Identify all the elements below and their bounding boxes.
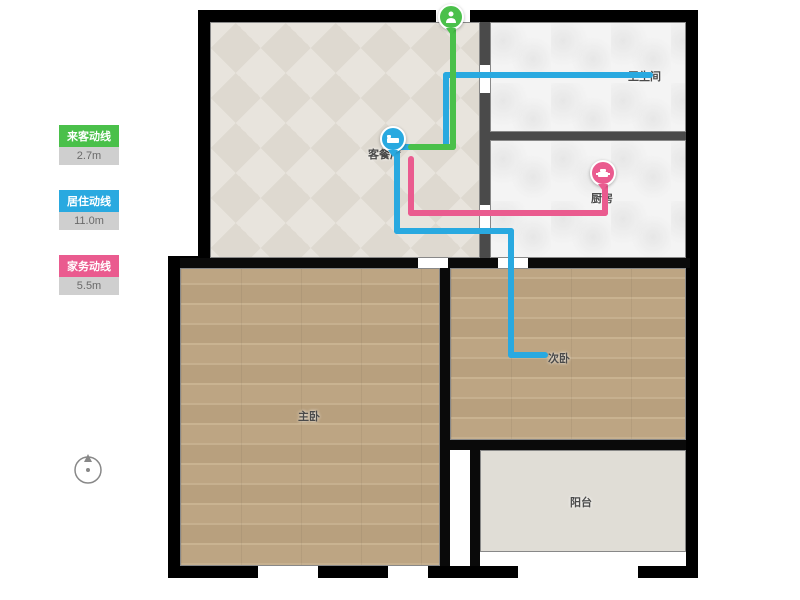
legend-guest: 来客动线 2.7m xyxy=(59,125,119,165)
path-living-1 xyxy=(443,72,653,78)
compass-icon xyxy=(70,450,106,486)
wall-right xyxy=(686,10,698,570)
person-icon xyxy=(444,10,458,24)
path-living-6 xyxy=(508,228,514,358)
marker-entrance xyxy=(438,4,464,36)
label-second-bedroom: 次卧 xyxy=(548,350,570,366)
legend-guest-value: 2.7m xyxy=(59,147,119,165)
legend-living-label: 居住动线 xyxy=(59,190,119,212)
wall-inner-v3 xyxy=(470,450,480,566)
door-bathroom xyxy=(480,65,490,93)
legend-living: 居住动线 11.0m xyxy=(59,190,119,230)
path-guest-2 xyxy=(408,144,456,150)
door-bottom-1 xyxy=(258,566,318,578)
door-balcony-out xyxy=(518,566,638,578)
legend-chore-label: 家务动线 xyxy=(59,255,119,277)
path-chore-1 xyxy=(408,156,414,216)
label-master-bedroom: 主卧 xyxy=(298,408,320,424)
pot-icon xyxy=(596,166,610,180)
wall-inner-h2 xyxy=(450,440,686,450)
label-balcony: 阳台 xyxy=(570,494,592,510)
marker-living xyxy=(380,126,406,158)
path-living-7 xyxy=(508,352,548,358)
legend-panel: 来客动线 2.7m 居住动线 11.0m 家务动线 5.5m xyxy=(59,125,119,320)
wall-inner-h1 xyxy=(480,132,686,140)
path-living-5 xyxy=(394,228,514,234)
marker-kitchen xyxy=(590,160,616,192)
path-living-2 xyxy=(443,72,449,150)
legend-chore-value: 5.5m xyxy=(59,277,119,295)
legend-living-value: 11.0m xyxy=(59,212,119,230)
room-living-dining xyxy=(210,22,480,258)
wall-left-upper xyxy=(198,10,210,262)
floorplan: 客餐厅 卫生间 厨房 主卧 次卧 阳台 xyxy=(198,10,758,570)
door-corridor xyxy=(418,258,448,268)
door-bottom-2 xyxy=(388,566,428,578)
legend-chore: 家务动线 5.5m xyxy=(59,255,119,295)
bed-icon xyxy=(386,132,400,146)
wall-left-lower xyxy=(168,256,180,576)
wall-inner-v2 xyxy=(440,268,450,566)
room-kitchen xyxy=(490,140,686,258)
path-guest-1 xyxy=(450,20,456,150)
legend-guest-label: 来客动线 xyxy=(59,125,119,147)
path-chore-2 xyxy=(408,210,608,216)
